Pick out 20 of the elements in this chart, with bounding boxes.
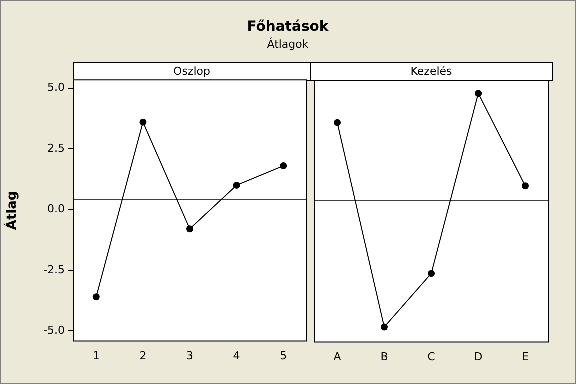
x-tick-label: 4 — [233, 350, 240, 363]
x-axis-title: Oszlop — [73, 62, 311, 81]
y-tick-label: 0.0 — [48, 202, 65, 216]
y-tick-label: 2.5 — [48, 142, 65, 156]
chart-subtitle: Átlagok — [266, 38, 310, 51]
x-tick-label: D — [474, 350, 483, 364]
x-tick-label: C — [428, 350, 436, 364]
x-tick-label: E — [522, 350, 530, 364]
x-tick-label: 5 — [280, 350, 288, 363]
x-tick-label: A — [334, 350, 342, 364]
y-tick-label: 5.0 — [48, 82, 65, 95]
y-axis-title: Átlag — [3, 192, 20, 230]
x-tick-label: 3 — [186, 350, 194, 363]
x-tick-label: 1 — [92, 350, 100, 363]
x-tick-label: 2 — [140, 350, 147, 363]
x-tick-label: B — [380, 350, 388, 364]
chart-title: Főhatások — [246, 19, 330, 35]
y-tick-label: -2.5 — [44, 264, 65, 277]
x-axis-title: Kezelés — [310, 62, 553, 81]
y-tick-label: -5.0 — [44, 324, 65, 338]
